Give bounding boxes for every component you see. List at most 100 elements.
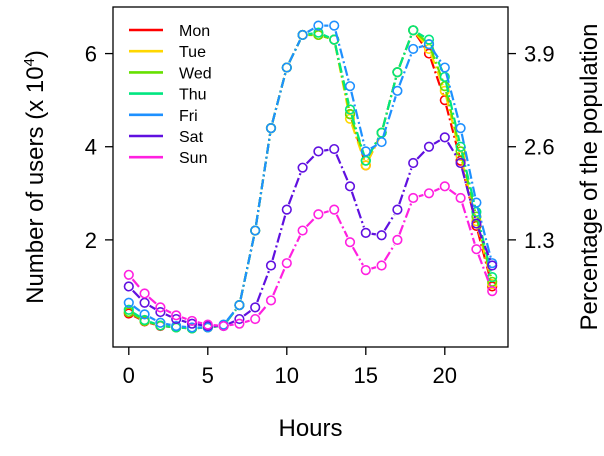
data-point [123, 281, 134, 292]
plot-series-group [123, 20, 498, 334]
series-segment [334, 45, 350, 105]
data-point [423, 34, 435, 45]
data-point [392, 85, 403, 96]
data-point [344, 181, 356, 192]
y-tick-label-right: 1.3 [524, 228, 555, 253]
series-segment [149, 316, 156, 322]
x-axis-label: Hours [278, 415, 342, 442]
data-point [360, 146, 371, 157]
series-segment [335, 214, 349, 238]
data-point [265, 260, 277, 271]
data-point [281, 258, 292, 269]
series-segment [477, 228, 492, 261]
data-point [139, 314, 150, 326]
series-segment [431, 48, 443, 64]
data-point [250, 313, 261, 325]
legend-item-sun: Sun [129, 150, 207, 167]
data-point [186, 315, 198, 327]
data-point [408, 192, 419, 204]
series-segment [433, 139, 441, 145]
series-segment [445, 72, 461, 123]
data-point [313, 146, 324, 157]
legend-item-mon: Mon [129, 23, 210, 40]
data-point [155, 306, 166, 318]
data-point [471, 218, 482, 229]
x-tick-label: 0 [123, 363, 135, 388]
data-point [423, 39, 435, 50]
series-segment [271, 72, 287, 123]
data-point [408, 43, 419, 55]
data-point [155, 320, 166, 331]
series-segment [383, 244, 396, 262]
data-point [439, 85, 450, 96]
series-segment [243, 309, 252, 317]
data-point [487, 260, 498, 271]
data-point [186, 318, 198, 329]
data-point [202, 319, 213, 330]
legend-item-fri: Fri [129, 108, 198, 125]
data-point [155, 302, 166, 313]
data-point [376, 260, 387, 271]
y-axis-label-right: Percentage of the population [576, 24, 603, 331]
data-point [360, 265, 371, 276]
series-segment [351, 246, 364, 266]
data-point [155, 317, 166, 328]
series-segment [446, 141, 459, 159]
x-tick-label: 5 [202, 363, 214, 388]
series-segment [433, 187, 440, 192]
legend-item-sat: Sat [129, 129, 204, 146]
legend-label: Tue [179, 44, 206, 61]
data-point [186, 322, 198, 333]
series-segment [371, 232, 377, 236]
legend-item-thu: Thu [129, 87, 207, 104]
series-segment [323, 210, 329, 214]
series-segment [229, 323, 234, 327]
data-point [455, 122, 466, 134]
series-segment [460, 133, 477, 198]
legend-label: Fri [179, 108, 198, 125]
series-segment [398, 202, 413, 235]
series-segment [148, 296, 157, 305]
data-point [392, 204, 403, 215]
data-point [297, 225, 308, 236]
series-segment [382, 96, 397, 137]
data-point [360, 160, 371, 171]
data-point [471, 197, 482, 208]
data-point [423, 141, 435, 152]
series-segment [181, 316, 187, 321]
y-axis-label-left: Number of users (x 104) [21, 50, 49, 304]
series-segment [133, 313, 141, 320]
data-point [171, 313, 182, 325]
data-point [250, 302, 261, 313]
series-segment [398, 35, 413, 68]
data-point [423, 188, 435, 199]
series-segment [383, 213, 396, 231]
series-segment [370, 144, 378, 150]
data-point [123, 297, 134, 308]
series-segment [244, 319, 250, 324]
series-segment [477, 254, 492, 287]
series-segment [417, 32, 425, 38]
series-segment [254, 133, 272, 225]
series-segment [323, 148, 329, 152]
data-point [408, 157, 419, 169]
series-segment [239, 236, 256, 300]
data-point [139, 297, 150, 308]
series-segment [398, 168, 413, 205]
series-segment [165, 322, 171, 326]
series-segment [149, 304, 156, 311]
series-segment [166, 325, 171, 328]
data-point [234, 313, 245, 325]
series-segment [418, 193, 424, 198]
legend-item-tue: Tue [129, 44, 206, 61]
data-point [329, 143, 340, 155]
legend-item-wed: Wed [129, 65, 212, 82]
data-point [281, 204, 292, 215]
data-point [218, 320, 229, 332]
series-segment [132, 305, 141, 312]
series-segment [382, 77, 397, 128]
series-sun [123, 181, 498, 332]
series-segment [305, 154, 316, 165]
series-segment [272, 268, 286, 296]
